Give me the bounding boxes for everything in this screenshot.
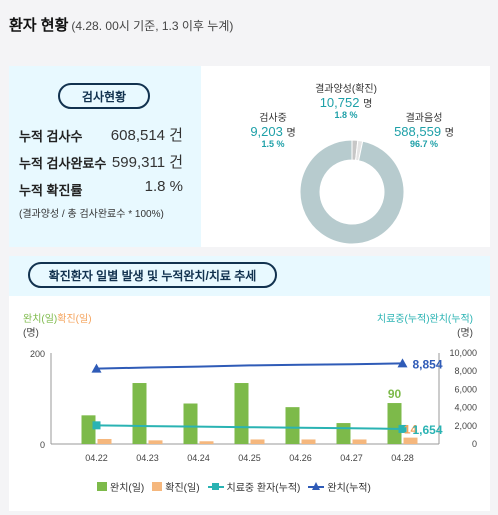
bar-daily-confirmed	[250, 439, 265, 444]
bar-daily-recovered	[81, 415, 96, 444]
cumulative-tests-value: 608,514 건	[110, 127, 183, 144]
left-axis-unit: (명)	[23, 327, 39, 339]
bar-daily-recovered	[183, 403, 198, 444]
trend-card: 확진환자 일별 발생 및 누적완치/치료 추세 완치(일)확진(일) (명) 치료중…	[9, 256, 490, 511]
negative-label-group: 결과음성 588,559 명 96.7 %	[379, 109, 469, 149]
legend-swatch-bar-green	[97, 482, 107, 491]
bar-daily-recovered	[285, 407, 300, 444]
right-axis-unit: (명)	[457, 327, 473, 339]
left-axis-title: 완치(일)확진(일)	[23, 313, 92, 325]
right-tick-label: 6,000	[454, 384, 477, 394]
legend-daily-recovered: 완치(일)	[97, 479, 144, 494]
right-tick-label: 2,000	[454, 421, 477, 431]
left-axis-title-recovered: 완치(일)	[23, 313, 57, 325]
page-subtitle: (4.28. 00시 기준, 1.3 이후 누계)	[71, 19, 234, 33]
right-tick-label: 0	[472, 439, 477, 449]
cumulative-tests-label: 누적 검사수	[19, 129, 83, 144]
bar-daily-recovered	[132, 383, 147, 444]
testing-value: 9,203	[250, 124, 283, 139]
positive-rate-label: 누적 확진률	[19, 183, 83, 198]
bar-daily-confirmed	[97, 438, 112, 444]
negative-label: 결과음성	[405, 113, 443, 124]
donut-slice-negative	[299, 139, 405, 245]
line-square	[96, 424, 403, 430]
left-axis-title-confirmed: 확진(일)	[57, 313, 91, 325]
x-tick-label: 04.26	[289, 453, 312, 463]
page-header: 환자 현황 (4.28. 00시 기준, 1.3 이후 누계)	[9, 14, 233, 35]
legend-daily-confirmed: 확진(일)	[152, 479, 200, 494]
point-in-treatment	[398, 424, 407, 433]
page-title: 환자 현황	[9, 17, 69, 34]
completed-tests-label: 누적 검사완료수	[19, 156, 107, 171]
legend-label: 완치(누적)	[327, 483, 371, 494]
data-label-cumulative-recovered: 8,854	[413, 357, 443, 371]
right-axis-title: 치료중(누적)완치(누적)	[377, 313, 473, 325]
point-in-treatment	[92, 421, 101, 430]
x-tick-label: 04.28	[391, 453, 414, 463]
x-tick-label: 04.24	[187, 453, 210, 463]
test-status-badge: 검사현황	[58, 83, 150, 109]
test-result-donut	[299, 139, 405, 245]
testing-label-group: 검사중 9,203 명 1.5 %	[238, 109, 308, 149]
bar-daily-recovered	[387, 403, 402, 444]
positive-pct: 1.8 %	[334, 110, 358, 120]
cumulative-tests-row: 누적 검사수 608,514 건	[19, 126, 191, 145]
positive-unit: 명	[363, 99, 373, 110]
legend-cumulative-recovered: 완치(누적)	[308, 479, 371, 494]
x-tick-label: 04.25	[238, 453, 261, 463]
x-tick-label: 04.23	[136, 453, 159, 463]
testing-label: 검사중	[259, 113, 287, 124]
test-summary-panel: 검사현황 누적 검사수 608,514 건 누적 검사완료수 599,311 건…	[9, 66, 201, 247]
positive-label-group: 결과양성(확진) 10,752 명 1.8 %	[301, 80, 391, 120]
bar-daily-confirmed	[148, 440, 163, 444]
positive-rate-row: 누적 확진률 1.8 %	[19, 178, 191, 199]
legend-label: 확진(일)	[165, 483, 200, 494]
bar-daily-recovered	[234, 383, 249, 444]
point-cumulative-recovered	[91, 363, 102, 373]
bar-daily-confirmed	[199, 441, 214, 444]
testing-unit: 명	[286, 128, 296, 139]
testing-pct: 1.5 %	[261, 139, 285, 149]
line-triangle	[96, 362, 403, 370]
legend-swatch-bar-orange	[152, 482, 163, 491]
positive-value: 10,752	[319, 95, 360, 110]
bar-daily-recovered	[336, 423, 351, 444]
bar-daily-confirmed	[403, 437, 418, 444]
right-tick-label: 10,000	[449, 348, 477, 358]
legend-swatch-line-blue	[308, 482, 325, 491]
legend-label: 완치(일)	[110, 483, 145, 494]
legend-swatch-line-teal	[207, 482, 224, 491]
completed-tests-value: 599,311 건	[111, 154, 183, 171]
x-tick-label: 04.22	[85, 453, 108, 463]
chart-legend: 완치(일) 확진(일) 치료중 환자(누적) 완치(누적)	[97, 479, 379, 494]
trend-title-badge: 확진환자 일별 발생 및 누적완치/치료 추세	[28, 262, 277, 288]
negative-pct: 96.7 %	[409, 139, 439, 149]
data-label-in-treatment: 1,654	[413, 423, 443, 437]
trend-chart: 완치(일)확진(일) (명) 치료중(누적)완치(누적) (명) 200 0 10,000 8…	[23, 313, 477, 463]
test-status-card: 검사현황 누적 검사수 608,514 건 누적 검사완료수 599,311 건…	[9, 66, 490, 247]
completed-tests-row: 누적 검사완료수 599,311 건	[19, 153, 191, 172]
x-tick-label: 04.27	[340, 453, 363, 463]
negative-unit: 명	[444, 128, 454, 139]
legend-in-treatment: 치료중 환자(누적)	[207, 479, 301, 494]
data-label-daily-confirmed: 14	[404, 423, 418, 437]
right-tick-label: 8,000	[454, 366, 477, 376]
negative-value: 588,559	[394, 124, 442, 139]
left-tick-label: 200	[30, 349, 45, 359]
positive-label: 결과양성(확진)	[315, 84, 377, 95]
data-label-daily-recovered: 90	[388, 387, 402, 401]
point-cumulative-recovered	[397, 358, 408, 368]
bar-daily-confirmed	[301, 439, 316, 444]
right-tick-label: 4,000	[454, 403, 477, 413]
left-tick-label: 0	[40, 440, 45, 450]
bar-daily-confirmed	[352, 439, 367, 444]
positive-rate-note: (결과양성 / 총 검사완료수 * 100%)	[19, 209, 164, 220]
legend-label: 치료중 환자(누적)	[226, 483, 301, 494]
positive-rate-value: 1.8 %	[144, 178, 183, 195]
